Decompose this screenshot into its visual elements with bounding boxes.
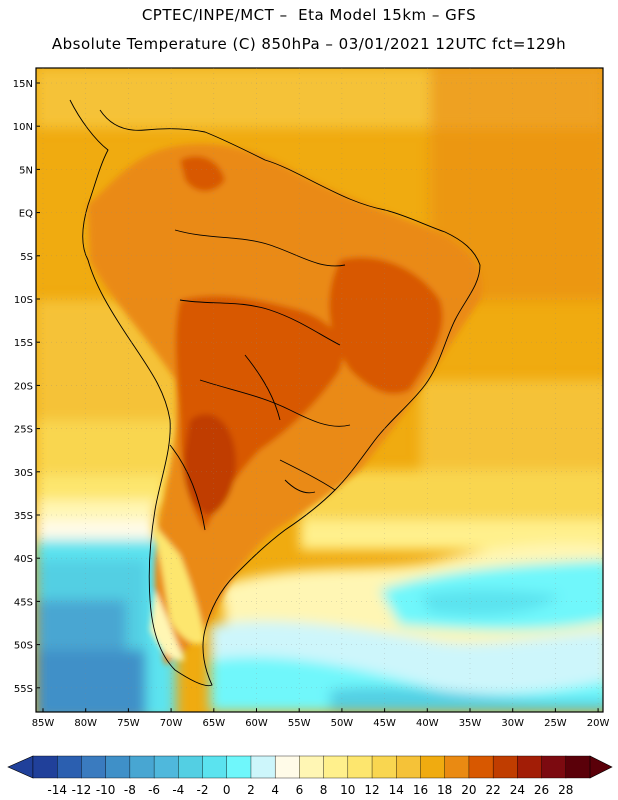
colorbar-label: -4 [172,783,184,797]
coastline [69,99,481,687]
colorbar-label: 10 [340,783,355,797]
colorbar-swatch [178,755,204,779]
colorbar-label: 14 [389,783,404,797]
lon-label: 50W [331,718,354,729]
colorbar-swatch [492,755,518,779]
colorbar-swatch [517,755,543,779]
latitude-labels: 15N 10N 5N EQ 5S 10S 15S 20S 25S 30S 35S 40S 45S 50S 5… [13,79,40,695]
colorbar-label: 24 [510,783,525,797]
lon-label: 60W [245,718,268,729]
lon-label: 55W [288,718,311,729]
colorbar-label: -8 [124,783,136,797]
colorbar-label: 6 [296,783,304,797]
colorbar-swatch [299,755,325,779]
colorbar-label: -6 [148,783,160,797]
colorbar-swatch [541,755,567,779]
colorbar-swatch [226,755,252,779]
map-frame [35,67,604,713]
colorbar-swatch [371,755,397,779]
map-title-line2: Absolute Temperature (C) 850hPa – 03/01/… [51,35,567,53]
colorbar-swatch [81,755,107,779]
colorbar-swatch [565,755,591,779]
lon-label: 85W [32,718,55,729]
lon-label: 65W [202,718,225,729]
lon-label: 40W [416,718,439,729]
lat-label: 50S [14,641,33,652]
colorbar-label: 26 [534,783,549,797]
colorbar-swatch [468,755,494,779]
lat-label: 5N [19,165,33,176]
map-title-line1: CPTEC/INPE/MCT – Eta Model 15km – GFS [141,6,477,24]
colorbar-swatch [420,755,446,779]
lon-label: 80W [74,718,97,729]
lon-label: 20W [587,718,610,729]
colorbar-label: 16 [413,783,428,797]
lat-label: 10N [13,122,33,133]
colorbar-swatch [202,755,228,779]
colorbar-label: 12 [364,783,379,797]
lat-label: 15N [13,79,33,90]
temperature-field [36,68,603,712]
colorbar-left-arrow [7,755,34,779]
colorbar-label: 4 [271,783,279,797]
lat-label: 45S [14,597,33,608]
colorbar: -14 -12 -10 -8 -6 -4 -2 0 2 4 6 8 10 12 14 16 18 20 22 24 26… [7,755,613,797]
colorbar-right-arrow [589,755,613,779]
colorbar-label: 20 [461,783,476,797]
colorbar-swatch [250,755,276,779]
colorbar-swatch [32,755,58,779]
colorbar-label: 22 [485,783,500,797]
colorbar-label: -14 [47,783,67,797]
lat-label: 35S [14,511,33,522]
colorbar-swatch [105,755,131,779]
colorbar-label: 28 [558,783,573,797]
lat-label: 10S [14,295,33,306]
lat-label: 15S [14,338,33,349]
colorbar-swatch [444,755,470,779]
colorbar-label: -2 [197,783,209,797]
colorbar-swatch [153,755,179,779]
colorbar-label: -10 [96,783,116,797]
colorbar-label: 18 [437,783,452,797]
colorbar-swatch [129,755,155,779]
colorbar-swatch [347,755,373,779]
lon-label: 35W [459,718,482,729]
lon-label: 25W [544,718,567,729]
colorbar-swatch [274,755,300,779]
lon-label: 45W [373,718,396,729]
colorbar-label: 2 [247,783,255,797]
lat-label: 5S [20,252,33,263]
lon-label: 70W [160,718,183,729]
lat-label: 20S [14,381,33,392]
colorbar-swatch [323,755,349,779]
colorbar-label: -12 [72,783,92,797]
lat-label: 30S [14,468,33,479]
colorbar-label: 0 [223,783,231,797]
lat-label: EQ [19,209,33,220]
colorbar-swatch [57,755,82,779]
lon-label: 75W [117,718,140,729]
lon-label: 30W [501,718,524,729]
lat-label: 55S [14,684,33,695]
colorbar-label: 8 [320,783,328,797]
colorbar-swatch [396,755,421,779]
longitude-labels: 85W 80W 75W 70W 65W 60W 55W 50W 45W 40W 35W 30W 25W 2… [32,708,610,729]
lat-label: 25S [14,425,33,436]
lat-label: 40S [14,554,33,565]
